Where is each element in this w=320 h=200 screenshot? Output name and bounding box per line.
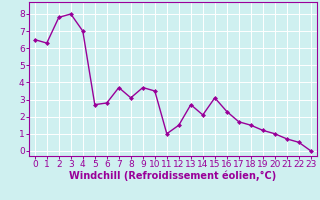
X-axis label: Windchill (Refroidissement éolien,°C): Windchill (Refroidissement éolien,°C) bbox=[69, 171, 276, 181]
